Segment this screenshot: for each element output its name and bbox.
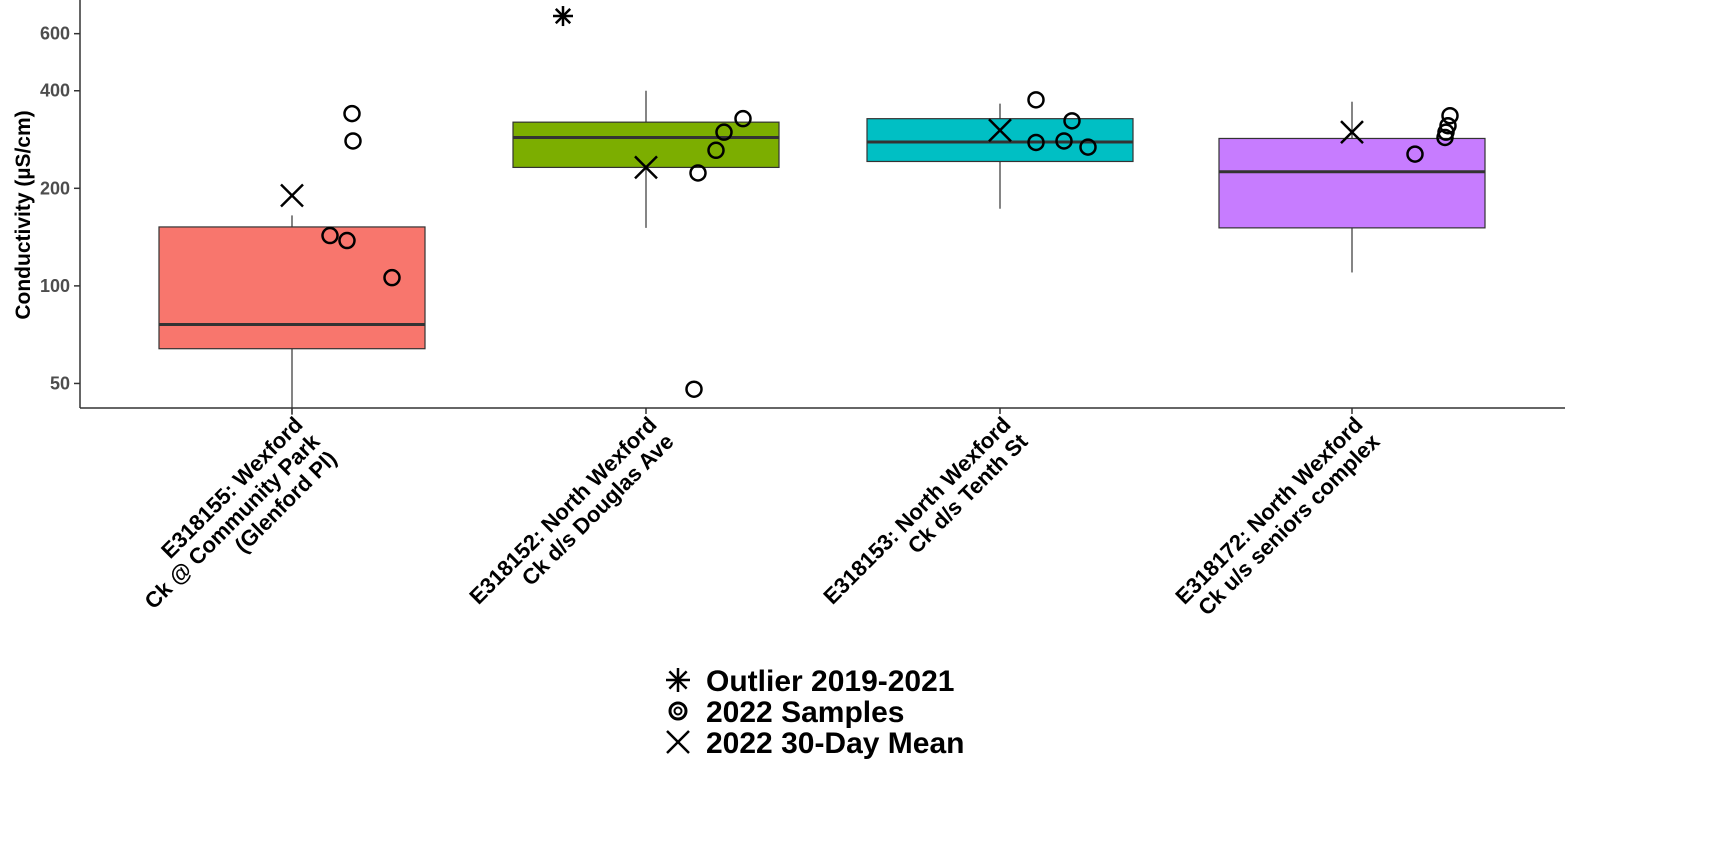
sample-point [344,132,362,150]
legend-item: Outlier 2019-2021 [666,665,954,698]
sample-point [689,164,707,182]
x-tick-label: E318152: North WexfordCk d/s Douglas Ave [464,412,678,626]
y-tick-label: 400 [40,81,70,101]
x-tick-label-line: Ck d/s Douglas Ave [517,429,679,591]
sample-point [1027,91,1045,109]
y-tick-label: 200 [40,178,70,198]
sample-point [1027,133,1045,152]
box [512,121,780,169]
legend-item: 2022 Samples [668,696,904,729]
mean-marker [988,118,1012,143]
plot-area: 50 100 200 400 600 E318155: WexfordCk @ Commu… [40,0,1565,760]
box [158,226,426,350]
legend-cross-icon [666,730,690,754]
y-tick-label: 100 [40,276,70,296]
sample-point [338,231,356,250]
boxplot-group [158,104,426,415]
legend-label: Outlier 2019-2021 [706,665,954,698]
y-axis-title: Conductivity (µS/cm) [12,110,35,319]
x-tick-label-line: Ck u/s seniors complex [1193,428,1385,620]
x-tick-label-line: E318152: North Wexford [464,412,661,609]
legend-asterisk-icon [666,668,690,692]
boxplot-group [866,91,1134,209]
sample-point [1406,145,1424,163]
sample-point [1079,138,1097,156]
mean-marker [634,155,658,180]
legend-item: 2022 30-Day Mean [666,727,965,760]
sample-point [1441,106,1459,125]
legend-label: 2022 Samples [706,696,904,729]
legend-label: 2022 30-Day Mean [706,727,965,760]
sample-point [734,109,752,128]
sample-point [715,123,733,141]
y-tick-label: 50 [50,373,70,393]
legend-circle-icon [668,701,688,721]
box [1218,137,1486,229]
mean-marker [280,183,304,208]
sample-point [707,141,725,160]
x-tick-label-line: Ck @ Community Park [140,428,326,614]
boxplot-group [1218,101,1486,273]
sample-point [321,226,339,245]
y-tick-label: 600 [40,24,70,44]
x-tick-label: E318155: WexfordCk @ Community Park(Glen… [123,411,342,630]
mean-marker [1340,120,1364,145]
x-tick-label-line: E318172: North Wexford [1170,412,1367,609]
sample-point [1055,132,1073,150]
sample-point [685,380,703,398]
sample-point [383,268,401,287]
x-tick-label: E318172: North WexfordCk u/s seniors com… [1170,411,1385,626]
sample-point [1063,112,1081,130]
sample-point [1439,116,1457,135]
sample-point [343,104,361,123]
x-tick-label-line: E318153: North Wexford [818,412,1015,609]
boxplot-group [512,6,780,398]
x-tick-label: E318153: North WexfordCk d/s Tenth St [818,411,1033,626]
outlier-point [553,6,573,27]
